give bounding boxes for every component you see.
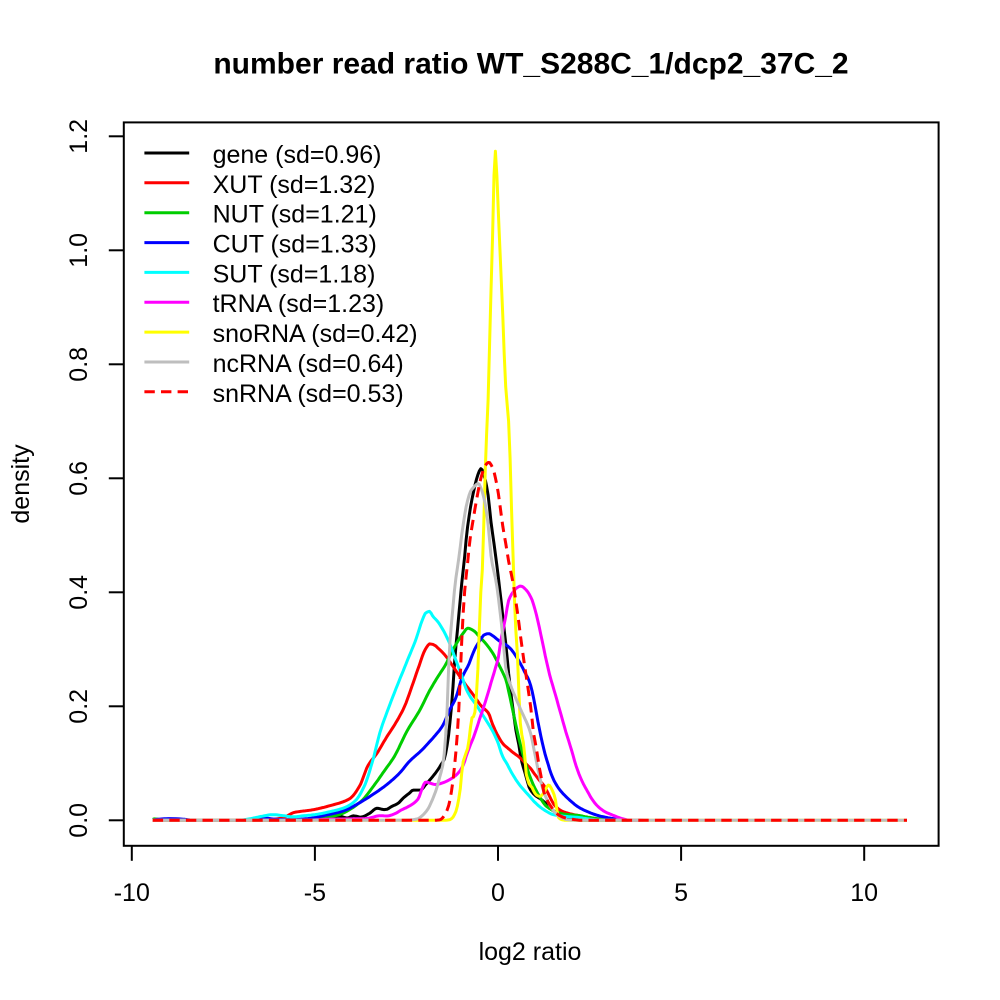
svg-text:0.2: 0.2 (65, 689, 93, 724)
svg-text:tRNA (sd=1.23): tRNA (sd=1.23) (213, 290, 385, 318)
svg-text:10: 10 (850, 879, 878, 907)
svg-text:-10: -10 (114, 879, 150, 907)
svg-text:SUT (sd=1.18): SUT (sd=1.18) (213, 260, 376, 288)
svg-text:snRNA (sd=0.53): snRNA (sd=0.53) (213, 380, 404, 408)
svg-text:gene (sd=0.96): gene (sd=0.96) (213, 141, 382, 169)
svg-text:ncRNA (sd=0.64): ncRNA (sd=0.64) (213, 350, 404, 378)
svg-text:1.2: 1.2 (65, 119, 93, 154)
svg-text:-5: -5 (304, 879, 326, 907)
svg-text:0.6: 0.6 (65, 461, 93, 496)
svg-text:log2 ratio: log2 ratio (479, 938, 582, 966)
svg-text:0.0: 0.0 (65, 803, 93, 838)
svg-text:CUT (sd=1.33): CUT (sd=1.33) (213, 231, 377, 259)
svg-text:1.0: 1.0 (65, 233, 93, 268)
svg-text:NUT (sd=1.21): NUT (sd=1.21) (213, 201, 377, 229)
svg-text:0.4: 0.4 (65, 575, 93, 610)
svg-text:0.8: 0.8 (65, 347, 93, 382)
svg-text:snoRNA (sd=0.42): snoRNA (sd=0.42) (213, 320, 418, 348)
svg-text:5: 5 (674, 879, 688, 907)
svg-text:0: 0 (491, 879, 505, 907)
svg-text:density: density (7, 444, 35, 524)
svg-text:number read ratio WT_S288C_1/d: number read ratio WT_S288C_1/dcp2_37C_2 (213, 48, 848, 81)
svg-text:XUT (sd=1.32): XUT (sd=1.32) (213, 171, 376, 199)
